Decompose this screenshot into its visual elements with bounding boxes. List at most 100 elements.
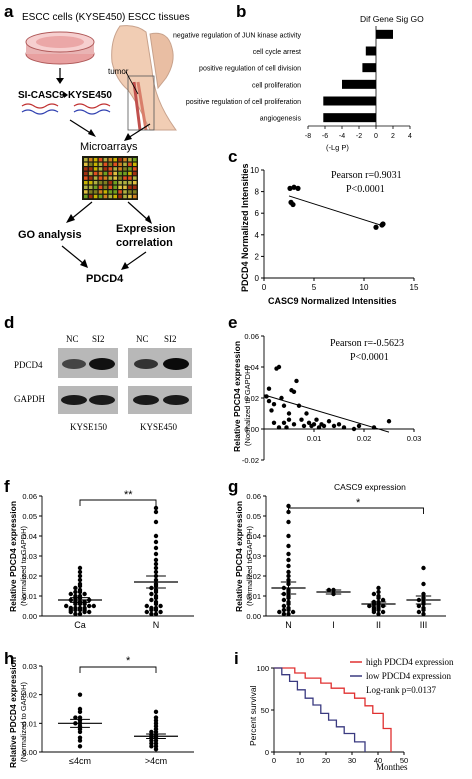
- data-point: [77, 569, 83, 575]
- logrank-label: Log-rank p=0.0137: [366, 685, 437, 695]
- escc-tissues-label: ESCC tissues: [128, 12, 190, 23]
- y-tick-label: 0.05: [246, 512, 261, 521]
- y-tick-label: 0: [255, 274, 260, 283]
- chart-b-xlabel: (-Lg P): [326, 143, 349, 152]
- chart-e-ylabel2: (Normalized to GAPDH): [243, 365, 252, 446]
- data-point: [281, 597, 287, 603]
- microarray-spot: [98, 167, 103, 171]
- microarray-spot: [93, 181, 98, 185]
- data-point: [77, 692, 83, 697]
- microarray-spot: [133, 158, 137, 162]
- data-point: [286, 577, 291, 583]
- chart-c-ylabel: PDCD4 Normalized Intensities: [240, 163, 250, 292]
- data-point: [77, 573, 83, 579]
- microarray-spot: [123, 167, 127, 171]
- microarray-spot: [133, 162, 137, 166]
- microarray-spot: [118, 167, 122, 171]
- microarray-spot: [113, 190, 117, 194]
- microarray-spot: [113, 185, 117, 189]
- data-point: [296, 403, 302, 408]
- microarray-spot: [133, 185, 137, 189]
- survival-curve: [274, 667, 366, 752]
- microarray-spot: [108, 181, 113, 185]
- data-point: [286, 411, 292, 416]
- data-point: [153, 569, 159, 575]
- microarray-spot: [123, 190, 127, 194]
- y-tick-label: 0.04: [244, 363, 259, 372]
- data-point: [68, 605, 74, 611]
- chart-e-pearson: Pearson r=-0.5623: [330, 338, 404, 349]
- data-point: [149, 729, 154, 735]
- data-point: [77, 605, 83, 611]
- microarray-spot: [108, 176, 113, 180]
- microarray-spot: [93, 190, 98, 194]
- microarray-spot: [88, 171, 93, 176]
- x-tick-label: 5: [312, 283, 317, 292]
- data-point: [266, 386, 272, 391]
- microarray-spot: [98, 162, 103, 166]
- data-point: [281, 403, 287, 408]
- data-point: [376, 593, 381, 599]
- microarray-spot: [84, 181, 88, 185]
- panel-f: f 0.00 0.01 0.02 0.03 0.04 0.05 0.06 Ca N Relati…: [4, 477, 194, 630]
- chart-g-ylabel1: Relative PDCD4 expression: [234, 501, 244, 612]
- data-point: [68, 591, 74, 597]
- microarray-spot: [118, 181, 122, 185]
- data-point: [276, 425, 282, 430]
- x-tick-label: 0.02: [357, 434, 372, 443]
- microarray-spot: [118, 171, 122, 176]
- microarray-spot: [108, 190, 113, 194]
- data-point: [153, 519, 159, 525]
- blot-row-pdcd4: PDCD4: [14, 360, 43, 370]
- chart-f-sig: **: [124, 489, 133, 501]
- si-casc9-label: SI-CASC9: [18, 90, 65, 101]
- chart-c-pearson: Pearson r=0.9031: [331, 170, 402, 181]
- x-tick-label: 30: [348, 756, 356, 765]
- data-point: [371, 591, 377, 597]
- microarray-spot: [118, 158, 122, 162]
- chart-f-layer: 0.00 0.01 0.02 0.03 0.04 0.05 0.06 Ca N: [22, 492, 194, 630]
- microarray-spot: [98, 181, 103, 185]
- panel-i: i 0 10 20 30 40 50 0 50 100 high PDCD4 expressio…: [234, 649, 454, 772]
- data-point: [286, 611, 291, 617]
- legend-low-label: low PDCD4 expression: [366, 671, 451, 681]
- data-point: [144, 609, 149, 615]
- escc-cells-label: ESCC cells (KYSE450): [22, 12, 125, 23]
- microarray-spot: [118, 190, 122, 194]
- microarray-spot: [113, 194, 117, 199]
- microarray-spot: [93, 162, 98, 166]
- data-point: [286, 543, 291, 549]
- panel-letter-a: a: [4, 2, 14, 21]
- panel-c: c 0 5 10 15 0 2 4 6 8 10 Pearson r=0.9031 P<0.000…: [228, 147, 419, 306]
- chart-g-layer: 0.000.010.020.030.040.050.06N I II III: [246, 492, 446, 630]
- data-point: [299, 417, 304, 422]
- chart-f-ylabel1: Relative PDCD4 expression: [8, 501, 18, 612]
- rna-icon: [21, 109, 59, 115]
- data-point: [73, 585, 78, 591]
- microarray-spot: [123, 158, 127, 162]
- correlation-label: correlation: [116, 237, 173, 249]
- data-point: [341, 425, 347, 430]
- data-point: [77, 565, 83, 571]
- data-point: [144, 603, 149, 609]
- data-point: [421, 605, 426, 611]
- data-point: [286, 557, 291, 563]
- data-point: [77, 587, 83, 593]
- y-tick-label: 0.01: [246, 592, 261, 601]
- data-point: [281, 603, 287, 609]
- microarray-spot: [108, 171, 113, 176]
- microarray-spot: [133, 181, 137, 185]
- x-category-label: N: [285, 620, 292, 630]
- microarray-spot: [93, 194, 98, 199]
- data-point: [286, 503, 291, 509]
- blot-line-kyse150: KYSE150: [70, 422, 108, 432]
- microarray-spot: [88, 176, 93, 180]
- data-point: [77, 611, 83, 617]
- microarray-spot: [133, 190, 137, 194]
- microarray-spot: [88, 185, 93, 189]
- significance-bracket: [79, 499, 157, 506]
- x-category-label: Ca: [74, 620, 86, 630]
- microarray-spot: [98, 176, 103, 180]
- microarray-spot: [103, 190, 108, 194]
- panel-letter-i: i: [234, 649, 239, 668]
